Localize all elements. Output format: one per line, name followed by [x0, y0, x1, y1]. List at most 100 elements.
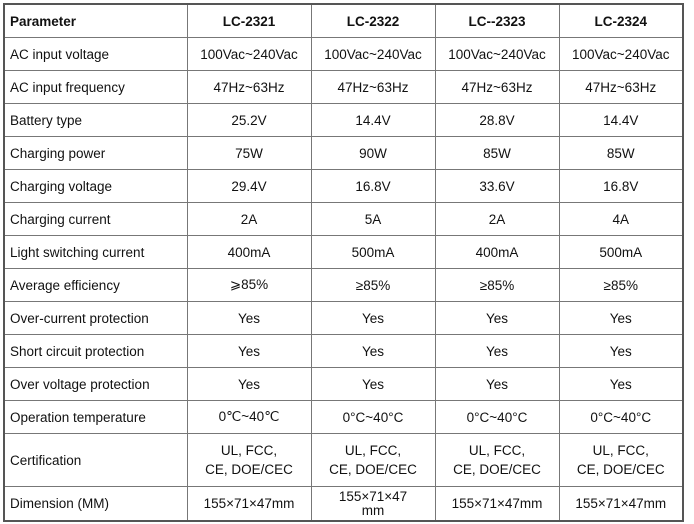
cell: 47Hz~63Hz [558, 70, 684, 104]
table-row: Dimension (MM) 155×71×47mm 155×71×47mm 155×… [3, 486, 684, 522]
cell-line: UL, FCC, [344, 443, 402, 458]
header-cell: LC-2324 [558, 3, 684, 38]
cell: Yes [310, 334, 436, 368]
cell: 47Hz~63Hz [186, 70, 312, 104]
header-cell: Parameter [3, 3, 188, 38]
cell: 28.8V [434, 103, 560, 137]
cell: 2A [434, 202, 560, 236]
cell: 0℃~40℃ [186, 400, 312, 434]
cell: 100Vac~240Vac [310, 37, 436, 71]
cell: UL, FCC, CE, DOE/CEC [558, 433, 684, 487]
header-cell: LC-2321 [186, 3, 312, 38]
cell: 500mA [558, 235, 684, 269]
row-label: Charging power [3, 136, 188, 170]
cell: 2A [186, 202, 312, 236]
cell: 25.2V [186, 103, 312, 137]
row-label: Operation temperature [3, 400, 188, 434]
cell: Yes [434, 367, 560, 401]
spec-table: Parameter LC-2321 LC-2322 LC--2323 LC-2324 A… [3, 3, 684, 522]
cell: UL, FCC, CE, DOE/CEC [186, 433, 312, 487]
cell: 500mA [310, 235, 436, 269]
cell-line: CE, DOE/CEC [205, 462, 293, 477]
cell: 100Vac~240Vac [434, 37, 560, 71]
cell: 29.4V [186, 169, 312, 203]
cell: Yes [558, 301, 684, 335]
cell: 75W [186, 136, 312, 170]
table-row: Battery type 25.2V 14.4V 28.8V 14.4V [3, 103, 684, 137]
table-row: Over-current protection Yes Yes Yes Yes [3, 301, 684, 335]
cell: UL, FCC, CE, DOE/CEC [434, 433, 560, 487]
header-cell: LC--2323 [434, 3, 560, 38]
cell-text: 155×71×47mm [338, 488, 408, 518]
table-row: Over voltage protection Yes Yes Yes Yes [3, 367, 684, 401]
cell: 85W [558, 136, 684, 170]
cell: ≥85% [558, 268, 684, 302]
cell: 33.6V [434, 169, 560, 203]
table-row: Charging voltage 29.4V 16.8V 33.6V 16.8V [3, 169, 684, 203]
cell: 155×71×47mm [434, 486, 560, 522]
cell: 5A [310, 202, 436, 236]
cell: ≥85% [434, 268, 560, 302]
cell: 0°C~40°C [558, 400, 684, 434]
table-row: Average efficiency ⩾85% ≥85% ≥85% ≥85% [3, 268, 684, 302]
cell: 0°C~40°C [310, 400, 436, 434]
row-label: Certification [3, 433, 188, 487]
cell: Yes [558, 334, 684, 368]
row-label: AC input frequency [3, 70, 188, 104]
cell: 0°C~40°C [434, 400, 560, 434]
row-label: Over voltage protection [3, 367, 188, 401]
cell: 14.4V [310, 103, 436, 137]
cell: Yes [186, 301, 312, 335]
row-label: Over-current protection [3, 301, 188, 335]
cell: 16.8V [558, 169, 684, 203]
cell: 47Hz~63Hz [434, 70, 560, 104]
cell: 155×71×47mm [558, 486, 684, 522]
cell-line: CE, DOE/CEC [453, 462, 541, 477]
cell: 4A [558, 202, 684, 236]
table-row: Light switching current 400mA 500mA 400mA 50… [3, 235, 684, 269]
table-row: AC input frequency 47Hz~63Hz 47Hz~63Hz 47Hz… [3, 70, 684, 104]
table-row: AC input voltage 100Vac~240Vac 100Vac~240V… [3, 37, 684, 71]
table-row: Operation temperature 0℃~40℃ 0°C~40°C 0°C~4… [3, 400, 684, 434]
cell: Yes [186, 367, 312, 401]
row-label: Battery type [3, 103, 188, 137]
row-label: Charging current [3, 202, 188, 236]
cell: 400mA [186, 235, 312, 269]
cell: 155×71×47mm [186, 486, 312, 522]
row-label: Short circuit protection [3, 334, 188, 368]
cell: 100Vac~240Vac [558, 37, 684, 71]
cell-line: UL, FCC, [220, 443, 278, 458]
table-row: Charging current 2A 5A 2A 4A [3, 202, 684, 236]
cell: 16.8V [310, 169, 436, 203]
cell: 400mA [434, 235, 560, 269]
header-row: Parameter LC-2321 LC-2322 LC--2323 LC-2324 [3, 3, 684, 38]
cell: Yes [434, 301, 560, 335]
cell-line: UL, FCC, [592, 443, 649, 458]
cell: 155×71×47mm [310, 486, 436, 522]
table-row: Short circuit protection Yes Yes Yes Yes [3, 334, 684, 368]
cell: Yes [310, 367, 436, 401]
cell: 14.4V [558, 103, 684, 137]
header-cell: LC-2322 [310, 3, 436, 38]
table-row: Certification UL, FCC, CE, DOE/CEC UL, FCC,… [3, 433, 684, 487]
cell: 100Vac~240Vac [186, 37, 312, 71]
cell: 85W [434, 136, 560, 170]
cell-line: CE, DOE/CEC [329, 462, 417, 477]
cell: UL, FCC, CE, DOE/CEC [310, 433, 436, 487]
cell: 90W [310, 136, 436, 170]
cell: 47Hz~63Hz [310, 70, 436, 104]
row-label: Light switching current [3, 235, 188, 269]
cell: ≥85% [310, 268, 436, 302]
cell: Yes [558, 367, 684, 401]
cell: ⩾85% [186, 268, 312, 302]
cell: Yes [186, 334, 312, 368]
cell-line: UL, FCC, [468, 443, 526, 458]
cell: Yes [434, 334, 560, 368]
row-label: Charging voltage [3, 169, 188, 203]
cell-line: CE, DOE/CEC [576, 462, 665, 477]
cell: Yes [310, 301, 436, 335]
table-row: Charging power 75W 90W 85W 85W [3, 136, 684, 170]
row-label: Average efficiency [3, 268, 188, 302]
row-label: AC input voltage [3, 37, 188, 71]
